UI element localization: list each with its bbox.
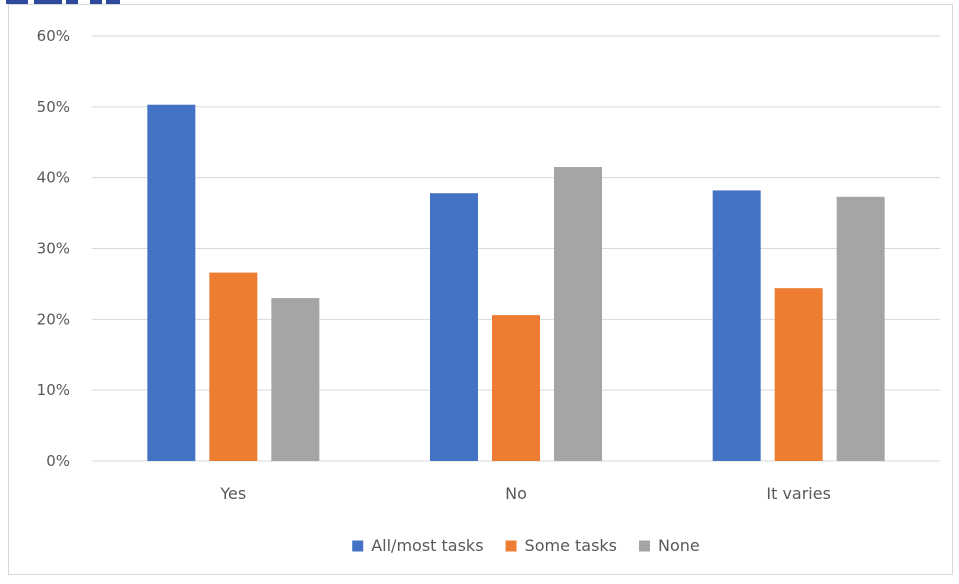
legend-label: All/most tasks: [371, 536, 483, 555]
bar: [492, 315, 540, 461]
y-tick-label: 60%: [37, 27, 70, 45]
y-tick-label: 0%: [46, 452, 70, 470]
y-tick-label: 50%: [37, 98, 70, 116]
legend-swatch: [639, 540, 651, 552]
bar: [836, 196, 885, 461]
bar: [209, 272, 258, 461]
y-tick-label: 40%: [37, 169, 70, 187]
x-category-label: It varies: [766, 484, 831, 503]
legend-label: Some tasks: [525, 536, 617, 555]
y-tick-label: 30%: [37, 240, 70, 258]
bar: [774, 288, 823, 461]
cropped-title-fragment: [6, 0, 120, 5]
bar: [554, 167, 602, 461]
legend-swatch: [352, 540, 364, 552]
bars: [147, 104, 885, 461]
chart-border: [8, 4, 953, 575]
legend-label: None: [658, 536, 700, 555]
legend: All/most tasks Some tasks None: [352, 536, 700, 555]
y-axis-ticks: 0% 10% 20% 30% 40% 50% 60%: [37, 27, 70, 470]
bar: [147, 104, 196, 461]
bar: [712, 190, 761, 461]
bar: [430, 193, 478, 461]
y-tick-label: 10%: [37, 381, 70, 399]
bar: [271, 298, 320, 461]
y-tick-label: 20%: [37, 310, 70, 328]
x-category-label: Yes: [219, 484, 246, 503]
x-category-label: No: [505, 484, 527, 503]
x-axis-categories: Yes No It varies: [219, 484, 831, 503]
legend-swatch: [505, 540, 517, 552]
